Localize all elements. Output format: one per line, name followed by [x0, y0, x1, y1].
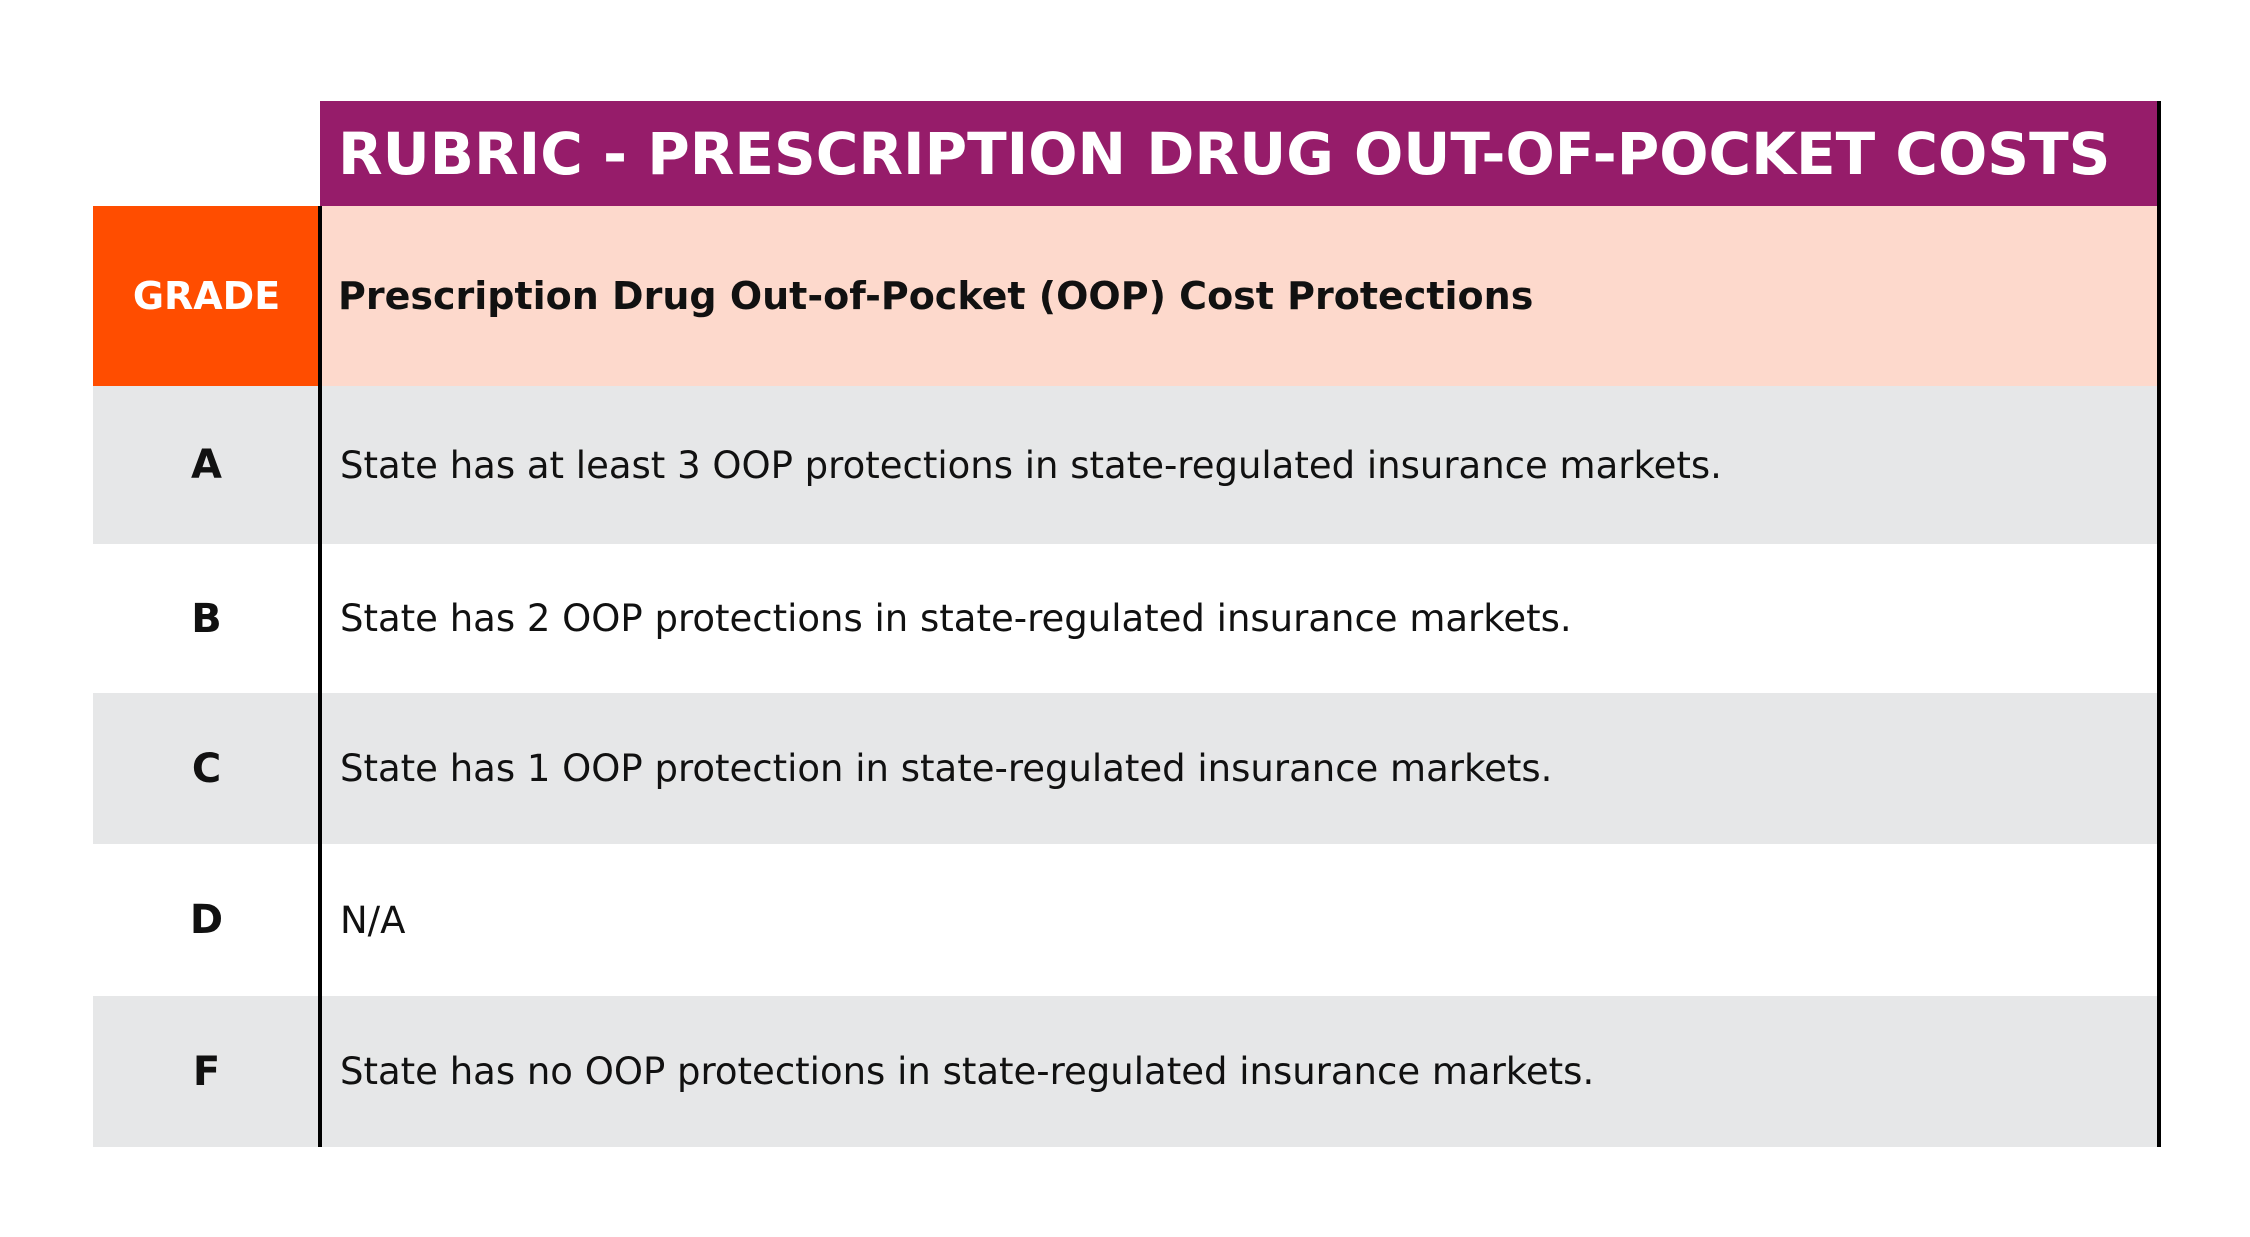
grade-cell: F: [93, 996, 320, 1147]
criteria-cell: State has at least 3 OOP protections in …: [320, 386, 2160, 544]
criteria-cell: State has no OOP protections in state-re…: [320, 996, 2160, 1147]
criteria-header: Prescription Drug Out-of-Pocket (OOP) Co…: [320, 206, 2160, 386]
criteria-cell: State has 2 OOP protections in state-reg…: [320, 544, 2160, 693]
grade-cell: D: [93, 844, 320, 996]
column-divider: [318, 206, 322, 1147]
right-border: [2157, 101, 2161, 1147]
grade-cell: A: [93, 386, 320, 544]
criteria-cell: State has 1 OOP protection in state-regu…: [320, 693, 2160, 844]
criteria-cell: N/A: [320, 844, 2160, 996]
grade-header: GRADE: [93, 206, 320, 386]
grade-cell: C: [93, 693, 320, 844]
grade-cell: B: [93, 544, 320, 693]
title-bar: RUBRIC - PRESCRIPTION DRUG OUT-OF-POCKET…: [320, 101, 2160, 206]
